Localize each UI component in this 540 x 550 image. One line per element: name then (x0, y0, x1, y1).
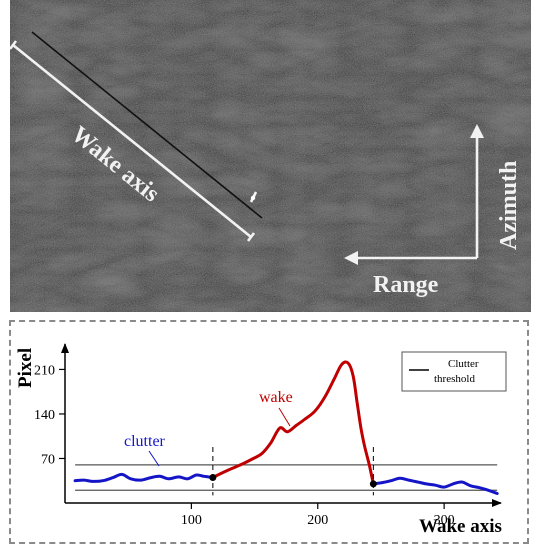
wake-axis-bar (10, 40, 256, 242)
clutter-annotation: clutter (124, 433, 166, 450)
sar-image-panel: Wake axis Azimuth Range (10, 0, 531, 312)
wake-dark-line (31, 31, 263, 219)
profile-chart: Pixel Wake axis 100 200 300 70 140 210 wake c… (15, 343, 507, 537)
wake-annotation: wake (259, 389, 293, 406)
x-tick-label-200: 200 (307, 513, 328, 528)
series (73, 360, 499, 495)
x-axis-title: Wake axis (419, 516, 502, 537)
profile-plot-panel: Pixel Wake axis 100 200 300 70 140 210 wake c… (9, 320, 529, 544)
legend-label-line1: Clutter (448, 358, 479, 370)
y-tick-label-210: 210 (34, 363, 55, 378)
legend: Clutter threshold (401, 351, 507, 392)
x-tick-label-300: 300 (434, 513, 455, 528)
y-tick-label-70: 70 (41, 452, 55, 467)
series-clutter-1 (73, 472, 215, 483)
ship-target (249, 191, 258, 203)
legend-box (401, 351, 507, 392)
wake-annotation-pointer (278, 407, 291, 427)
azimuth-arrowhead (470, 124, 484, 138)
clutter-annotation-pointer (148, 450, 160, 467)
y-axis-title: Pixel (15, 348, 36, 388)
threshold-lines (75, 464, 498, 491)
range-label: Range (373, 272, 439, 298)
y-tick-label-140: 140 (34, 408, 55, 423)
range-arrowhead (344, 251, 358, 265)
series-wake-2 (211, 360, 375, 486)
wake-boundary-markers (209, 447, 377, 496)
azimuth-label: Azimuth (496, 161, 522, 250)
sea-speckle-texture (10, 0, 531, 312)
x-tick-label-100: 100 (181, 513, 202, 528)
direction-arrows (352, 132, 479, 260)
ticks: 100 200 300 70 140 210 (34, 363, 455, 528)
wake-boundary-dot-1 (209, 474, 217, 482)
series-clutter-3 (371, 476, 499, 495)
legend-label-line2: threshold (434, 373, 475, 385)
wake-boundary-dot-2 (369, 480, 377, 488)
sar-image: Wake axis Azimuth Range (10, 0, 531, 312)
